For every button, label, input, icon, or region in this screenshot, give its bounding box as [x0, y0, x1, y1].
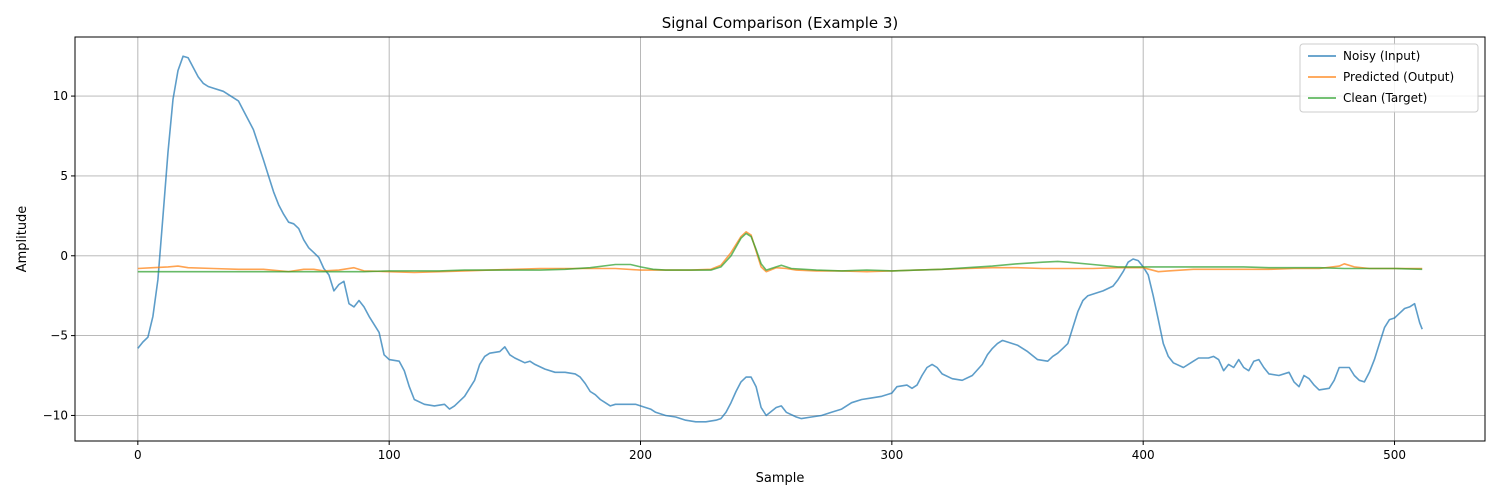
x-tick-label: 400 — [1132, 448, 1155, 462]
y-tick-label: −5 — [50, 329, 68, 343]
x-tick-label: 100 — [378, 448, 401, 462]
chart-title: Signal Comparison (Example 3) — [662, 14, 899, 32]
y-tick-label: 10 — [53, 89, 68, 103]
x-tick-label: 500 — [1383, 448, 1406, 462]
legend-label-1: Predicted (Output) — [1343, 70, 1454, 84]
plot-area-frame — [74, 36, 1486, 442]
y-tick-label: 5 — [60, 169, 68, 183]
x-axis-label: Sample — [756, 471, 805, 486]
legend-box — [1299, 43, 1479, 113]
x-tick-label: 0 — [134, 448, 142, 462]
y-axis-label: Amplitude — [15, 206, 30, 273]
legend-label-2: Clean (Target) — [1343, 91, 1427, 105]
axis-ticks: 0 100 200 300 400 500 −10 −5 0 5 10 — [43, 89, 1406, 462]
x-tick-label: 300 — [880, 448, 903, 462]
legend-label-0: Noisy (Input) — [1343, 49, 1420, 63]
x-tick-label: 200 — [629, 448, 652, 462]
y-tick-label: 0 — [60, 249, 68, 263]
series-line-0 — [137, 55, 1423, 423]
series-layer — [137, 55, 1423, 423]
series-line-2 — [137, 232, 1423, 273]
legend: Noisy (Input) Predicted (Output) Clean (Ta… — [1299, 43, 1479, 113]
y-tick-label: −10 — [43, 408, 68, 422]
